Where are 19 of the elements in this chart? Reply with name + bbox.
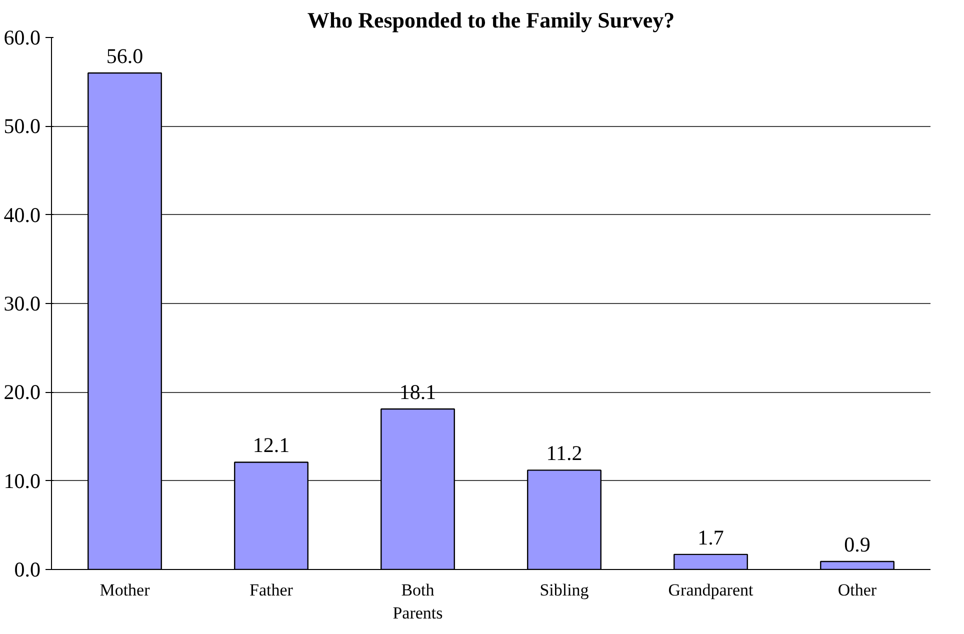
y-tick-label: 0.0 [14, 558, 40, 582]
x-tick-label: Other [838, 580, 877, 600]
x-tick-label: Grandparent [668, 580, 754, 600]
y-tick-label: 60.0 [4, 26, 40, 50]
data-label: 0.9 [844, 532, 870, 557]
data-label: 56.0 [106, 44, 144, 68]
x-tick-label: Father [250, 580, 294, 600]
data-label: 12.1 [252, 433, 290, 458]
x-tick-label: Mother [100, 580, 150, 600]
y-tick-label: 20.0 [4, 380, 40, 404]
y-tick-label: 10.0 [4, 468, 40, 493]
chart-title: Who Responded to the Family Survey? [307, 8, 675, 32]
y-tick-label: 40.0 [4, 202, 40, 227]
data-label: 1.7 [698, 525, 724, 550]
x-tick-label: Sibling [540, 580, 590, 600]
x-tick-label: Both Parents [392, 580, 443, 622]
y-tick-label: 30.0 [4, 292, 40, 316]
data-label: 11.2 [546, 441, 582, 466]
y-tick-label: 50.0 [4, 114, 40, 138]
